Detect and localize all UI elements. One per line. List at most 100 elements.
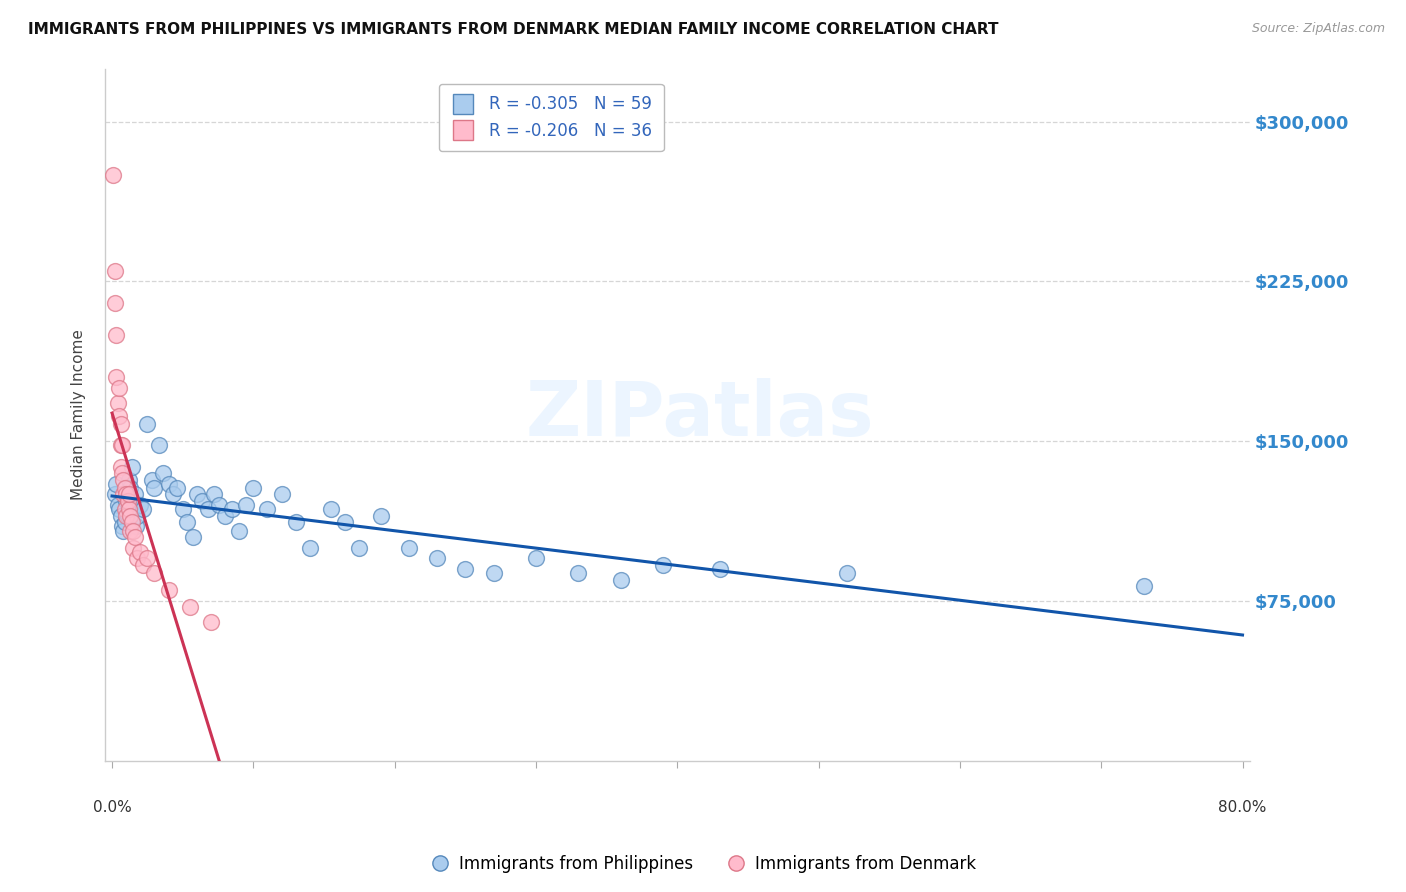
Point xyxy=(121,515,143,529)
Point xyxy=(214,508,236,523)
Point xyxy=(110,459,132,474)
Point xyxy=(143,481,166,495)
Point xyxy=(235,498,257,512)
Point xyxy=(110,417,132,432)
Point xyxy=(835,566,858,581)
Point xyxy=(122,502,145,516)
Point xyxy=(152,466,174,480)
Point xyxy=(112,487,135,501)
Point xyxy=(112,524,135,538)
Point xyxy=(124,487,146,501)
Point xyxy=(111,466,134,480)
Point xyxy=(208,498,231,512)
Point xyxy=(104,295,127,310)
Point xyxy=(114,515,136,529)
Point xyxy=(136,551,159,566)
Point xyxy=(103,168,125,182)
Point xyxy=(221,502,243,516)
Point xyxy=(319,502,342,516)
Point xyxy=(108,502,131,516)
Point xyxy=(111,519,134,533)
Point xyxy=(652,558,675,572)
Point xyxy=(157,476,180,491)
Point xyxy=(1132,579,1154,593)
Point xyxy=(115,508,138,523)
Point xyxy=(110,508,132,523)
Point xyxy=(148,438,170,452)
Text: 80.0%: 80.0% xyxy=(1219,799,1267,814)
Legend: Immigrants from Philippines, Immigrants from Denmark: Immigrants from Philippines, Immigrants … xyxy=(423,848,983,880)
Point xyxy=(122,541,145,555)
Point xyxy=(176,515,198,529)
Point xyxy=(108,409,131,423)
Y-axis label: Median Family Income: Median Family Income xyxy=(72,329,86,500)
Point xyxy=(129,545,152,559)
Point xyxy=(118,473,141,487)
Point xyxy=(121,459,143,474)
Point xyxy=(132,558,155,572)
Point xyxy=(127,551,149,566)
Point xyxy=(349,541,371,555)
Point xyxy=(157,583,180,598)
Text: 0.0%: 0.0% xyxy=(93,799,131,814)
Point xyxy=(108,381,131,395)
Point xyxy=(228,524,250,538)
Point xyxy=(118,502,141,516)
Point xyxy=(370,508,392,523)
Point xyxy=(242,481,264,495)
Point xyxy=(197,502,219,516)
Text: ZIPatlas: ZIPatlas xyxy=(526,377,875,451)
Point xyxy=(122,524,145,538)
Point xyxy=(610,573,633,587)
Point xyxy=(482,566,505,581)
Point xyxy=(298,541,321,555)
Point xyxy=(186,487,208,501)
Point xyxy=(567,566,589,581)
Point xyxy=(105,370,128,384)
Point xyxy=(120,508,142,523)
Point xyxy=(117,493,139,508)
Point xyxy=(114,481,136,495)
Point xyxy=(120,481,142,495)
Point xyxy=(524,551,547,566)
Point xyxy=(125,519,148,533)
Point xyxy=(115,493,138,508)
Point xyxy=(141,473,163,487)
Point xyxy=(104,264,127,278)
Point xyxy=(136,417,159,432)
Point xyxy=(105,327,128,342)
Point xyxy=(172,502,194,516)
Point xyxy=(118,487,141,501)
Point xyxy=(104,487,127,501)
Point xyxy=(127,508,149,523)
Point xyxy=(107,498,129,512)
Point xyxy=(111,438,134,452)
Point xyxy=(114,502,136,516)
Point xyxy=(179,600,201,615)
Point xyxy=(335,515,357,529)
Point xyxy=(107,396,129,410)
Point xyxy=(117,508,139,523)
Point xyxy=(200,615,222,630)
Point xyxy=(270,487,292,501)
Point xyxy=(115,487,138,501)
Point xyxy=(105,476,128,491)
Text: IMMIGRANTS FROM PHILIPPINES VS IMMIGRANTS FROM DENMARK MEDIAN FAMILY INCOME CORR: IMMIGRANTS FROM PHILIPPINES VS IMMIGRANT… xyxy=(28,22,998,37)
Point xyxy=(124,530,146,544)
Legend: R = -0.305   N = 59, R = -0.206   N = 36: R = -0.305 N = 59, R = -0.206 N = 36 xyxy=(439,84,664,152)
Point xyxy=(191,493,214,508)
Point xyxy=(143,566,166,581)
Point xyxy=(110,438,132,452)
Point xyxy=(709,562,731,576)
Point xyxy=(132,502,155,516)
Point xyxy=(120,524,142,538)
Point xyxy=(162,487,184,501)
Point xyxy=(166,481,188,495)
Point xyxy=(202,487,225,501)
Point xyxy=(129,498,152,512)
Point xyxy=(454,562,477,576)
Point xyxy=(112,473,135,487)
Point xyxy=(398,541,420,555)
Point xyxy=(181,530,204,544)
Point xyxy=(256,502,278,516)
